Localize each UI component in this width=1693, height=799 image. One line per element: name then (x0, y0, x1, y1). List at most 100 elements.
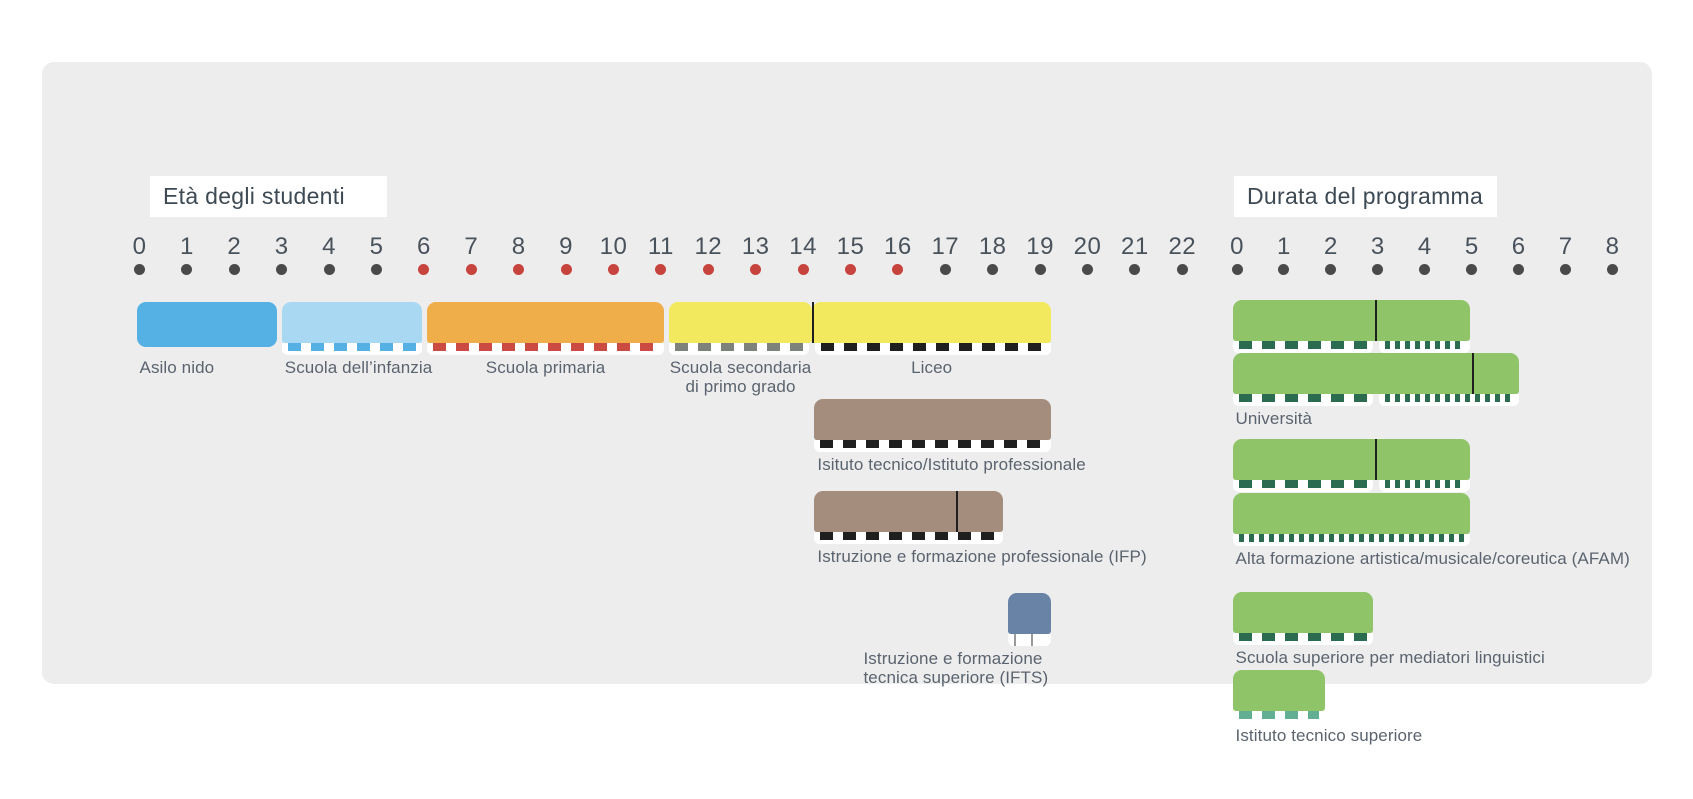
bar-ifts-body (1008, 593, 1052, 634)
bar-scuola-dell-infanzia-body (281, 302, 422, 343)
bar-istituto-tecnico-professionale-dash-pattern-0 (820, 440, 1046, 448)
bar-universita-ciclo-unico-divider-5 (1471, 353, 1474, 394)
label-ifts: Istruzione e formazione tecnica superior… (863, 649, 1049, 687)
age-axis-dot-4 (323, 264, 335, 275)
bar-universita-laurea-dash-strip-0 (1232, 341, 1373, 353)
bar-ifp-body (814, 491, 1004, 532)
age-axis-dot-13 (750, 264, 762, 275)
bar-ifts-dash-pattern-0 (1014, 634, 1046, 646)
bar-ifp-dash-strip-0 (814, 532, 1004, 544)
age-section-title-text: Età degli studenti (163, 183, 345, 209)
bar-afam-laurea-dash-strip-1 (1378, 480, 1470, 492)
bar-scuola-primaria-dash-pattern-0 (433, 343, 659, 351)
age-axis-dot-9 (560, 264, 572, 275)
age-axis-number-14: 14 (789, 233, 817, 260)
age-axis-dot-18 (987, 264, 999, 275)
bar-mediatori-linguistici-body (1232, 592, 1373, 633)
duration-section-title-text: Durata del programma (1247, 183, 1484, 209)
age-axis-number-8: 8 (511, 233, 526, 260)
bar-istituto-tecnico-superiore-dash-strip-0 (1232, 711, 1325, 723)
bar-istituto-tecnico-superiore-dash-pattern-0 (1238, 711, 1319, 719)
bar-liceo-dash-strip-0 (814, 343, 1052, 355)
background-panel: Età degli studenti Durata del programma … (42, 62, 1652, 745)
age-axis-dot-2 (228, 264, 240, 275)
age-axis-number-5: 5 (369, 233, 384, 260)
duration-axis-number-0: 0 (1230, 233, 1244, 260)
bar-ifts (1008, 593, 1052, 646)
age-axis-number-15: 15 (836, 233, 865, 260)
age-axis-number-22: 22 (1168, 233, 1197, 260)
age-axis-dot-17 (939, 264, 951, 275)
bar-universita-ciclo-unico-body (1232, 353, 1519, 394)
age-axis-number-11: 11 (647, 233, 674, 260)
bar-liceo (811, 302, 1052, 355)
duration-axis-dot-2 (1325, 264, 1337, 275)
age-axis-dot-14 (797, 264, 809, 275)
age-axis-number-4: 4 (322, 233, 337, 260)
duration-axis-dot-7 (1560, 264, 1572, 275)
bar-afam-laurea-body (1232, 439, 1470, 480)
age-axis-dot-15 (845, 264, 856, 275)
label-afam-ciclo-unico: Alta formazione artistica/musicale/coreu… (1235, 549, 1630, 568)
age-axis-dot-1 (181, 264, 193, 275)
age-axis-dot-8 (513, 264, 525, 275)
age-axis-dot-3 (276, 264, 288, 275)
bar-scuola-secondaria-primo-grado-body (669, 302, 812, 343)
duration-axis-number-8: 8 (1605, 233, 1620, 260)
age-axis-dot-6 (418, 264, 430, 275)
age-axis-dot-20 (1082, 264, 1093, 275)
age-axis-dot-7 (465, 264, 477, 275)
bar-universita-ciclo-unico (1232, 353, 1519, 406)
bar-afam-ciclo-unico-body (1232, 493, 1470, 534)
bar-afam-ciclo-unico (1232, 493, 1470, 546)
label-ifp: Istruzione e formazione professionale (I… (817, 547, 1147, 566)
bar-afam-laurea-divider-3 (1374, 439, 1377, 480)
duration-axis-number-1: 1 (1277, 233, 1291, 260)
age-axis-dot-19 (1034, 264, 1046, 275)
bar-ifp-dash-pattern-0 (820, 532, 998, 540)
bar-universita-laurea-body (1232, 300, 1470, 341)
age-axis-number-12: 12 (694, 233, 723, 260)
duration-axis-dot-0 (1231, 264, 1243, 275)
age-section-title: Età degli studenti (150, 176, 387, 217)
bar-universita-ciclo-unico-dash-strip-1 (1378, 394, 1519, 406)
bar-istituto-tecnico-superiore-body (1232, 670, 1325, 711)
age-axis-number-7: 7 (464, 233, 479, 260)
label-mediatori-linguistici: Scuola superiore per mediatori linguisti… (1235, 648, 1545, 667)
bar-scuola-primaria-dash-strip-0 (427, 343, 665, 355)
bar-universita-ciclo-unico-dash-pattern-1 (1384, 394, 1513, 402)
age-axis-dot-10 (608, 264, 619, 275)
bar-ifts-dash-strip-0 (1008, 634, 1052, 646)
bar-afam-ciclo-unico-dash-strip-0 (1232, 534, 1470, 546)
age-axis-number-18: 18 (978, 233, 1007, 260)
duration-axis-number-3: 3 (1370, 233, 1385, 260)
bar-afam-ciclo-unico-dash-pattern-0 (1238, 534, 1464, 542)
bar-universita-laurea-dash-pattern-1 (1384, 341, 1464, 349)
bar-ifp-divider-17 (956, 491, 959, 532)
duration-axis-number-5: 5 (1464, 233, 1479, 260)
age-axis-dot-22 (1176, 264, 1188, 275)
label-istituto-tecnico-superiore: Istituto tecnico superiore (1235, 726, 1423, 745)
label-scuola-primaria: Scuola primaria (485, 358, 606, 377)
age-axis-number-16: 16 (884, 233, 912, 260)
bar-scuola-primaria (427, 302, 665, 355)
bar-mediatori-linguistici-dash-pattern-0 (1238, 633, 1367, 641)
label-asilo-nido: Asilo nido (139, 358, 215, 377)
age-axis-number-10: 10 (599, 233, 628, 260)
label-scuola-secondaria-primo-grado: Scuola secondaria di primo grado (669, 358, 812, 396)
duration-axis-dot-6 (1513, 264, 1525, 275)
bar-mediatori-linguistici (1232, 592, 1373, 645)
bar-universita-laurea-dash-pattern-0 (1238, 341, 1367, 349)
bar-afam-laurea-dash-pattern-0 (1238, 480, 1367, 488)
age-axis-number-1: 1 (179, 233, 194, 260)
label-istituto-tecnico-professionale: Isituto tecnico/Istituto professionale (817, 455, 1086, 474)
duration-axis-number-7: 7 (1558, 233, 1573, 260)
bar-istituto-tecnico-superiore (1232, 670, 1325, 723)
duration-axis-number-2: 2 (1323, 233, 1338, 260)
bar-scuola-dell-infanzia-dash-pattern-0 (287, 343, 416, 351)
bar-mediatori-linguistici-dash-strip-0 (1232, 633, 1373, 645)
bar-liceo-dash-pattern-0 (820, 343, 1046, 351)
bar-universita-laurea (1232, 300, 1470, 353)
bar-liceo-body (811, 302, 1052, 343)
